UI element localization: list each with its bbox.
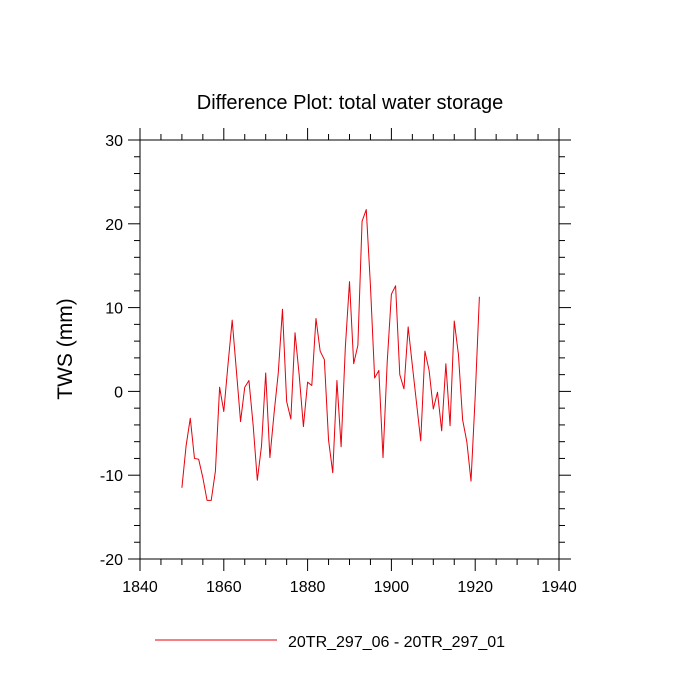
chart-title: Difference Plot: total water storage	[197, 92, 503, 114]
y-tick-label: 20	[105, 217, 123, 234]
y-tick-label: 10	[105, 301, 123, 318]
x-tick-label: 1860	[206, 579, 242, 596]
y-tick-label: 0	[114, 384, 123, 401]
axis-ticks	[128, 128, 571, 571]
x-tick-label: 1900	[374, 579, 410, 596]
y-axis-label: TWS (mm)	[54, 298, 77, 399]
plot-frame	[139, 139, 560, 560]
series-lines	[181, 209, 480, 501]
x-tick-label: 1840	[122, 579, 158, 596]
axis-tick-labels: 1840 1860 1880 1900 1920 1940 -20 -10 0 10 20 30	[100, 133, 577, 596]
x-tick-label: 1920	[457, 579, 493, 596]
legend-entry-label: 20TR_297_06 - 20TR_297_01	[288, 634, 505, 651]
y-tick-label: 30	[105, 133, 123, 150]
x-tick-label: 1940	[541, 579, 577, 596]
y-tick-label: -20	[100, 552, 123, 569]
y-tick-label: -10	[100, 468, 123, 485]
x-tick-label: 1880	[290, 579, 326, 596]
legend: 20TR_297_06 - 20TR_297_01	[155, 634, 505, 651]
series-line-tws-difference	[181, 209, 480, 501]
